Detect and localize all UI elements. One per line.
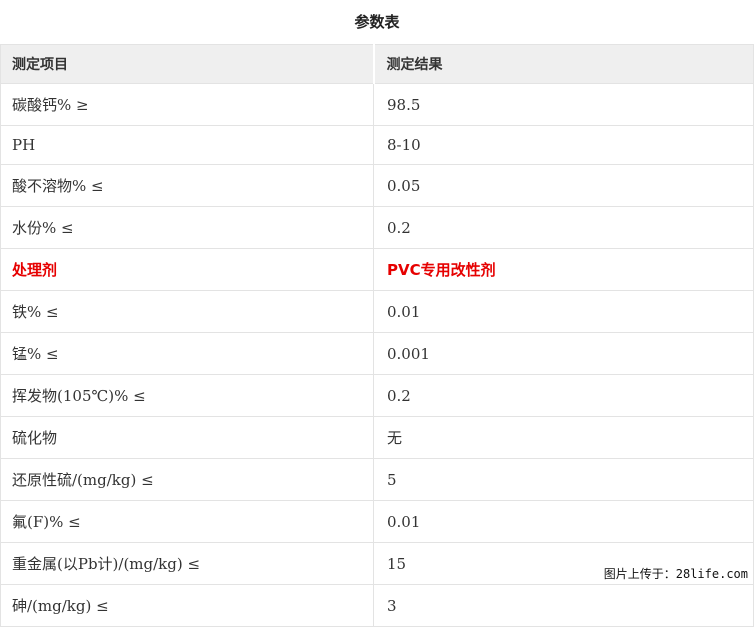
item-cell: 重金属(以Pb计)/(mg/kg) ≤ bbox=[0, 542, 374, 585]
item-cell: 锰% ≤ bbox=[0, 332, 374, 375]
value-cell: 8-10 bbox=[373, 125, 754, 165]
value-cell: 5 bbox=[373, 458, 754, 501]
item-cell: 水份% ≤ bbox=[0, 206, 374, 249]
table-row: 铁% ≤0.01 bbox=[0, 290, 754, 333]
table-row: 碳酸钙% ≥98.5 bbox=[0, 83, 754, 126]
table-row: 酸不溶物% ≤0.05 bbox=[0, 164, 754, 207]
column-header-item: 测定项目 bbox=[0, 44, 374, 84]
table-row: 砷/(mg/kg) ≤3 bbox=[0, 584, 754, 627]
table-row: 锰% ≤0.001 bbox=[0, 332, 754, 375]
table-row: 硫化物无 bbox=[0, 416, 754, 459]
item-cell: 挥发物(105℃)% ≤ bbox=[0, 374, 374, 417]
column-header-result: 测定结果 bbox=[372, 44, 754, 84]
watermark: 图片上传于：28life.com bbox=[601, 564, 750, 583]
table-header-row: 测定项目 测定结果 bbox=[0, 44, 754, 84]
table-row: 水份% ≤0.2 bbox=[0, 206, 754, 249]
value-cell: 3 bbox=[373, 584, 754, 627]
parameter-table: 测定项目 测定结果 碳酸钙% ≥98.5 PH 8-10 酸不溶物% ≤0.05 水份%… bbox=[0, 44, 754, 627]
value-cell: 0.05 bbox=[373, 164, 754, 207]
item-cell: 酸不溶物% ≤ bbox=[0, 164, 374, 207]
page-title: 参数表 bbox=[354, 13, 400, 31]
table-row: PH 8-10 bbox=[0, 125, 754, 165]
value-cell: PVC专用改性剂 bbox=[373, 248, 754, 291]
item-cell: 硫化物 bbox=[0, 416, 374, 459]
value-cell: 无 bbox=[373, 416, 754, 459]
item-cell: 砷/(mg/kg) ≤ bbox=[0, 584, 374, 627]
value-cell: 0.01 bbox=[373, 290, 754, 333]
item-cell: PH bbox=[0, 125, 374, 165]
item-cell: 铁% ≤ bbox=[0, 290, 374, 333]
value-cell: 0.01 bbox=[373, 500, 754, 543]
value-cell: 0.2 bbox=[373, 206, 754, 249]
value-cell: 98.5 bbox=[373, 83, 754, 126]
value-cell: 0.2 bbox=[373, 374, 754, 417]
item-cell: 还原性硫/(mg/kg) ≤ bbox=[0, 458, 374, 501]
table-row: 还原性硫/(mg/kg) ≤5 bbox=[0, 458, 754, 501]
table-row: 挥发物(105℃)% ≤0.2 bbox=[0, 374, 754, 417]
item-cell: 处理剂 bbox=[0, 248, 374, 291]
table-row: 处理剂 PVC专用改性剂 bbox=[0, 248, 754, 291]
value-cell: 0.001 bbox=[373, 332, 754, 375]
table-row: 氟(F)% ≤0.01 bbox=[0, 500, 754, 543]
item-cell: 氟(F)% ≤ bbox=[0, 500, 374, 543]
item-cell: 碳酸钙% ≥ bbox=[0, 83, 374, 126]
